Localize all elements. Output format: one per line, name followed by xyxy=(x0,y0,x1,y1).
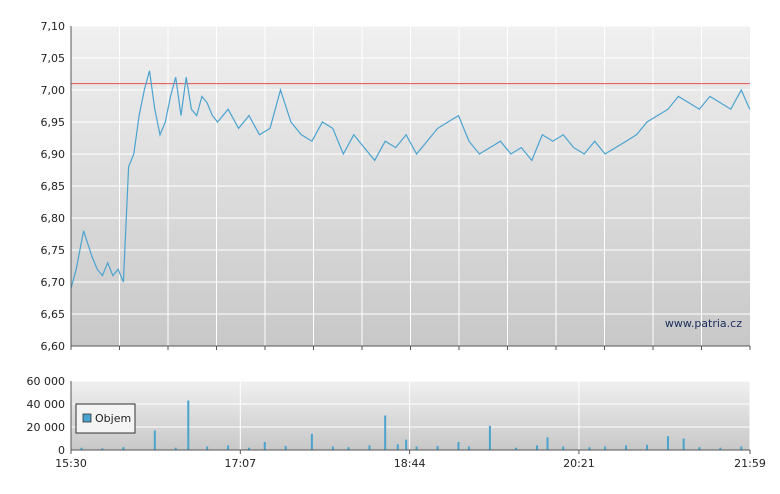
volume-bar xyxy=(536,445,539,450)
volume-bar xyxy=(415,446,418,450)
volume-bar xyxy=(488,425,491,450)
price-y-tick-label: 7,00 xyxy=(41,84,66,97)
volume-bar xyxy=(368,445,371,450)
volume-bar xyxy=(396,444,399,450)
volume-bar xyxy=(263,441,266,450)
volume-bar xyxy=(719,447,722,450)
volume-legend: Objem xyxy=(75,403,136,434)
volume-bar xyxy=(227,445,230,450)
volume-bar xyxy=(206,446,209,450)
volume-bar xyxy=(310,433,313,450)
volume-bar xyxy=(698,447,701,450)
x-tick-label: 17:07 xyxy=(224,457,256,470)
x-tick-label: 15:30 xyxy=(55,457,87,470)
volume-bar xyxy=(187,400,190,450)
volume-bar xyxy=(467,446,470,450)
legend-label: Objem xyxy=(95,412,131,425)
volume-bar xyxy=(562,446,565,450)
volume-bar xyxy=(384,415,387,450)
price-series-line xyxy=(70,70,751,289)
volume-bar xyxy=(153,430,156,450)
volume-bar xyxy=(588,447,591,450)
x-tick-label: 18:44 xyxy=(394,457,426,470)
volume-bar xyxy=(405,439,408,450)
price-y-tick-label: 7,05 xyxy=(41,52,66,65)
volume-plot-area xyxy=(71,381,750,450)
volume-bar xyxy=(515,447,518,450)
volume-bar xyxy=(347,447,350,450)
volume-y-tick-label: 60 000 xyxy=(27,375,66,388)
volume-bar xyxy=(546,437,549,450)
legend-swatch xyxy=(82,413,92,423)
price-y-tick-label: 6,95 xyxy=(41,116,66,129)
volume-y-tick-label: 40 000 xyxy=(27,398,66,411)
volume-bar xyxy=(122,447,125,450)
volume-bar xyxy=(174,447,177,450)
volume-bar xyxy=(80,447,83,450)
volume-bar xyxy=(457,441,460,450)
price-y-tick-label: 6,70 xyxy=(41,276,66,289)
price-y-tick-label: 6,90 xyxy=(41,148,66,161)
price-y-tick-label: 6,65 xyxy=(41,308,66,321)
volume-bar xyxy=(682,438,685,450)
watermark: www.patria.cz xyxy=(665,317,742,330)
price-y-tick-label: 6,60 xyxy=(41,340,66,353)
price-y-tick-label: 6,80 xyxy=(41,212,66,225)
price-y-tick-label: 6,85 xyxy=(41,180,66,193)
volume-bar xyxy=(666,436,669,450)
volume-bar xyxy=(284,445,287,450)
volume-bar xyxy=(248,447,251,450)
volume-bar xyxy=(331,446,334,450)
x-tick-label: 21:59 xyxy=(734,457,766,470)
volume-bar xyxy=(604,446,607,450)
volume-bar xyxy=(436,445,439,450)
volume-bar xyxy=(740,446,743,450)
price-y-tick-label: 7,10 xyxy=(41,20,66,33)
price-y-tick-label: 6,75 xyxy=(41,244,66,257)
x-tick-label: 20:21 xyxy=(563,457,595,470)
volume-bar xyxy=(625,445,628,450)
volume-y-tick-label: 0 xyxy=(58,444,65,457)
volume-bar xyxy=(101,448,104,450)
volume-bar xyxy=(646,444,649,450)
volume-y-tick-label: 20 000 xyxy=(27,421,66,434)
